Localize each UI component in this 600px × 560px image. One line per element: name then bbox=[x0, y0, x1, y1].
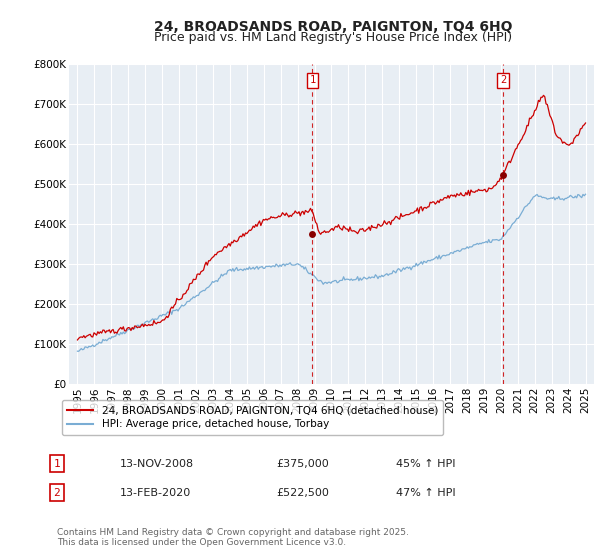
Text: £375,000: £375,000 bbox=[276, 459, 329, 469]
Text: Price paid vs. HM Land Registry's House Price Index (HPI): Price paid vs. HM Land Registry's House … bbox=[154, 31, 512, 44]
Text: 13-NOV-2008: 13-NOV-2008 bbox=[120, 459, 194, 469]
Text: 2: 2 bbox=[500, 76, 506, 85]
Text: Contains HM Land Registry data © Crown copyright and database right 2025.
This d: Contains HM Land Registry data © Crown c… bbox=[57, 528, 409, 547]
Text: 45% ↑ HPI: 45% ↑ HPI bbox=[396, 459, 455, 469]
Legend: 24, BROADSANDS ROAD, PAIGNTON, TQ4 6HQ (detached house), HPI: Average price, det: 24, BROADSANDS ROAD, PAIGNTON, TQ4 6HQ (… bbox=[62, 400, 443, 435]
Text: £522,500: £522,500 bbox=[276, 488, 329, 498]
Text: 13-FEB-2020: 13-FEB-2020 bbox=[120, 488, 191, 498]
Text: 1: 1 bbox=[309, 76, 316, 85]
Text: 47% ↑ HPI: 47% ↑ HPI bbox=[396, 488, 455, 498]
Text: 1: 1 bbox=[53, 459, 61, 469]
Text: 2: 2 bbox=[53, 488, 61, 498]
Text: 24, BROADSANDS ROAD, PAIGNTON, TQ4 6HQ: 24, BROADSANDS ROAD, PAIGNTON, TQ4 6HQ bbox=[154, 20, 512, 34]
